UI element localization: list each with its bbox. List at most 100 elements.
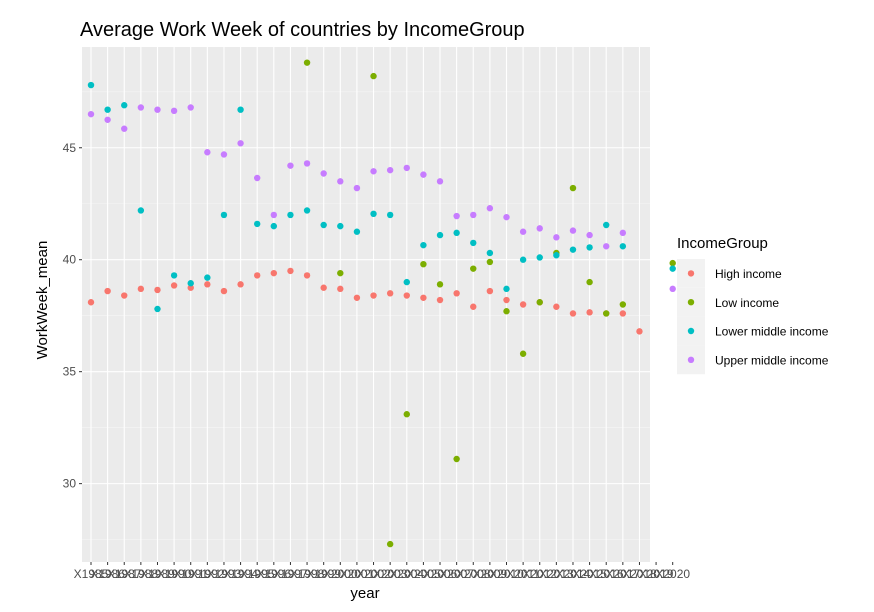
data-point bbox=[519, 350, 527, 357]
data-point bbox=[370, 210, 377, 218]
data-point bbox=[436, 296, 444, 304]
x-tick-label: X1991 bbox=[173, 567, 208, 581]
data-point bbox=[486, 287, 494, 295]
data-point bbox=[503, 296, 510, 304]
data-point bbox=[470, 211, 477, 219]
x-axis-title: year bbox=[350, 585, 379, 602]
legend-marker bbox=[687, 270, 695, 277]
chart-title: Average Work Week of countries by Income… bbox=[80, 19, 525, 41]
data-point bbox=[536, 254, 543, 261]
data-point bbox=[187, 284, 194, 291]
data-point bbox=[603, 310, 610, 317]
data-point bbox=[254, 272, 261, 279]
data-point bbox=[170, 107, 178, 115]
data-point bbox=[470, 303, 477, 310]
data-point bbox=[303, 207, 311, 214]
x-tick-label: X2005 bbox=[406, 567, 441, 581]
data-point bbox=[353, 294, 361, 301]
x-tick-label: X1999 bbox=[306, 567, 341, 581]
data-point bbox=[204, 281, 211, 288]
data-point bbox=[403, 278, 410, 286]
data-point bbox=[636, 328, 643, 335]
data-point bbox=[669, 259, 676, 267]
x-tick-label: X2015 bbox=[572, 567, 607, 581]
data-points bbox=[87, 59, 676, 548]
minor-gridlines bbox=[82, 91, 650, 540]
legend: IncomeGroup High income Low income Lower m… bbox=[677, 235, 829, 375]
x-tick-label: X1989 bbox=[140, 567, 175, 581]
x-tick-label: X2003 bbox=[373, 567, 408, 581]
x-tick-label: X2017 bbox=[605, 567, 640, 581]
x-tick-label: X1994 bbox=[223, 567, 258, 581]
data-point bbox=[104, 116, 111, 123]
data-point bbox=[137, 104, 145, 111]
data-point bbox=[237, 106, 244, 113]
x-tick-label: X2006 bbox=[423, 567, 458, 581]
data-point bbox=[569, 310, 577, 317]
data-point bbox=[187, 104, 194, 111]
x-axis-ticks: X1985X1986X1987X1988X1989X1990X1991X1992… bbox=[74, 562, 690, 581]
x-tick-label: X2010 bbox=[489, 567, 524, 581]
data-point bbox=[386, 540, 394, 548]
data-point bbox=[320, 284, 327, 291]
x-tick-label: X2020 bbox=[655, 567, 690, 581]
data-point bbox=[603, 221, 610, 229]
data-point bbox=[303, 59, 311, 66]
x-tick-label: X2009 bbox=[473, 567, 508, 581]
data-point bbox=[553, 303, 560, 310]
major-gridlines bbox=[82, 47, 674, 562]
data-point bbox=[486, 258, 494, 266]
data-point bbox=[420, 171, 427, 178]
data-point bbox=[254, 174, 261, 182]
x-tick-label: X1992 bbox=[190, 567, 225, 581]
data-point bbox=[386, 211, 394, 219]
data-point bbox=[204, 274, 211, 281]
x-tick-label: X2008 bbox=[456, 567, 491, 581]
data-point bbox=[370, 292, 377, 299]
data-point bbox=[470, 239, 477, 247]
data-point bbox=[519, 228, 527, 235]
data-point bbox=[220, 211, 228, 219]
data-point bbox=[154, 286, 161, 294]
data-point bbox=[220, 151, 228, 158]
data-point bbox=[137, 285, 145, 293]
data-point bbox=[287, 267, 294, 275]
legend-marker bbox=[687, 327, 695, 335]
data-point bbox=[254, 220, 261, 228]
data-point bbox=[569, 184, 577, 192]
data-point bbox=[121, 102, 128, 109]
data-point bbox=[503, 213, 510, 221]
data-point bbox=[154, 305, 161, 313]
x-tick-label: X2004 bbox=[389, 567, 424, 581]
data-point bbox=[486, 249, 494, 257]
data-point bbox=[536, 225, 543, 232]
data-point bbox=[453, 229, 460, 237]
data-point bbox=[569, 246, 577, 253]
legend-label: High income bbox=[715, 267, 782, 281]
data-point bbox=[270, 222, 278, 230]
data-point bbox=[337, 285, 344, 293]
data-point bbox=[237, 140, 244, 147]
legend-marker bbox=[687, 299, 695, 306]
data-point bbox=[536, 299, 543, 306]
data-point bbox=[386, 290, 394, 297]
x-tick-label: X1985 bbox=[74, 567, 109, 581]
data-point bbox=[586, 278, 593, 286]
x-tick-label: X2011 bbox=[506, 567, 540, 581]
data-point bbox=[370, 168, 377, 175]
data-point bbox=[337, 178, 344, 185]
data-point bbox=[619, 301, 627, 308]
x-tick-label: X1986 bbox=[90, 567, 125, 581]
data-point bbox=[187, 280, 194, 287]
data-point bbox=[87, 299, 95, 306]
data-point bbox=[303, 272, 311, 279]
legend-label: Low income bbox=[715, 296, 779, 310]
x-tick-label: X2019 bbox=[639, 567, 674, 581]
data-point bbox=[569, 227, 577, 234]
data-point bbox=[619, 310, 627, 317]
data-point bbox=[121, 125, 128, 132]
data-point bbox=[453, 212, 460, 220]
legend-label: Upper middle income bbox=[715, 353, 829, 367]
legend-marker bbox=[687, 356, 695, 363]
